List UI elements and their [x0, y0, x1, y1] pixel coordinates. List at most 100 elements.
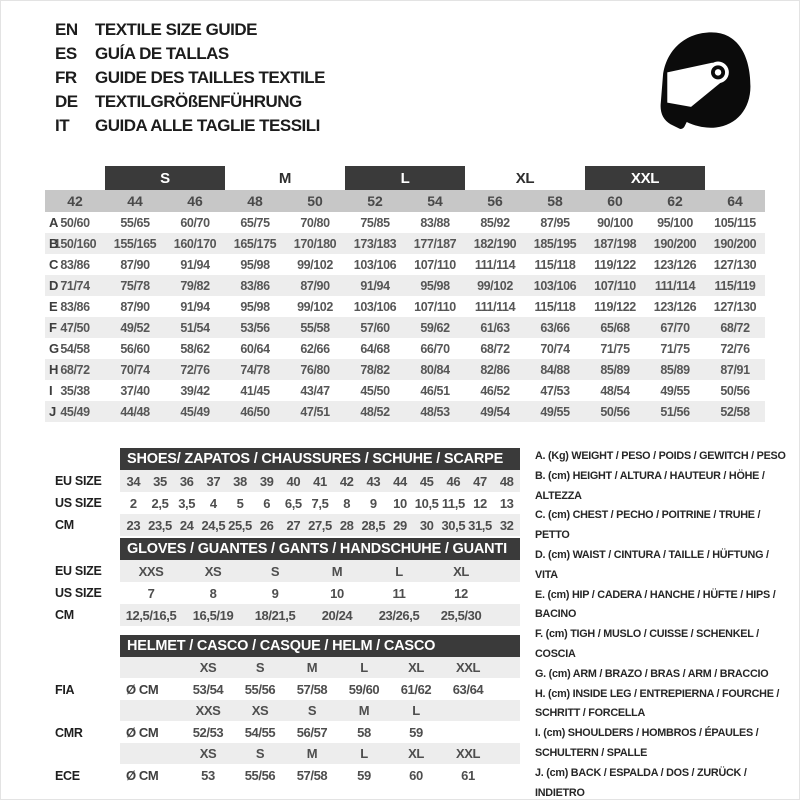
table-cell: 48: [499, 473, 514, 489]
row-label: EU SIZE: [55, 564, 102, 578]
size-band-l: L: [345, 166, 465, 190]
helmet-size-cell: S: [307, 703, 317, 718]
diameter-label: Ø CM: [126, 682, 159, 697]
language-row: FR GUIDE DES TAILLES TEXTILE: [55, 66, 325, 90]
helmet-value-cell: 53: [201, 768, 215, 783]
size-cell: 83/86: [60, 299, 90, 314]
helmet-size-cell: XXS: [195, 703, 221, 718]
table-cell: 28: [339, 517, 354, 533]
row-label: FIA: [55, 682, 75, 697]
size-cell: 35/38: [60, 383, 90, 398]
size-row-label: J: [49, 404, 57, 419]
size-cell: 83/86: [60, 257, 90, 272]
table-cell: XS: [204, 563, 222, 579]
table-cell: 34: [126, 473, 141, 489]
size-cell: 95/98: [240, 257, 270, 272]
size-cell: 68/72: [720, 320, 750, 335]
helmet-value-cell: 52/53: [192, 725, 224, 740]
size-cell: 103/106: [533, 278, 577, 293]
size-cell: 111/114: [474, 257, 516, 272]
table-cell: XL: [453, 563, 469, 579]
size-cell: 165/175: [233, 236, 277, 251]
size-column-header: 52: [367, 193, 383, 209]
language-code: ES: [55, 44, 77, 63]
size-cell: 119/122: [594, 257, 636, 272]
size-column-header: 48: [247, 193, 263, 209]
helmet-value-cell: 59: [357, 768, 371, 783]
size-cell: 190/200: [713, 236, 757, 251]
size-cell: 103/106: [353, 299, 397, 314]
size-row: F 47/50 49/52 51/54 53/56 55/58 57/60 59/62 61/6…: [45, 317, 765, 338]
table-corner: [55, 635, 120, 657]
table-corner: [55, 538, 120, 560]
size-column-header: 56: [487, 193, 503, 209]
legend-entry: F. (cm) TIGH / MUSLO / CUISSE / SCHENKEL…: [535, 628, 759, 660]
language-title: GUÍA DE TALLAS: [95, 44, 229, 63]
language-title: GUIDE DES TAILLES TEXTILE: [95, 68, 325, 87]
size-cell: 95/100: [657, 215, 693, 230]
legend-entry: G. (cm) ARM / BRAZO / BRAS / ARM / BRACC…: [535, 667, 769, 680]
size-cell: 65/75: [240, 215, 270, 230]
helmet-size-cell: XS: [199, 746, 217, 761]
legend-entry: D. (cm) WAIST / CINTURA / TAILLE / HÜFTU…: [535, 548, 769, 581]
size-cell: 177/187: [413, 236, 457, 251]
size-cell: 71/74: [60, 278, 90, 293]
racing-helmet-icon: [650, 22, 758, 140]
size-cell: 185/195: [533, 236, 577, 251]
size-cell: 170/180: [293, 236, 337, 251]
size-cell: 50/60: [60, 215, 90, 230]
table-cell: 31,5: [468, 517, 492, 533]
size-cell: 115/118: [534, 299, 576, 314]
helmet-value-cell: 57/58: [296, 768, 328, 783]
language-list: EN TEXTILE SIZE GUIDE ES GUÍA DE TALLAS FR GU…: [55, 18, 325, 138]
size-cell: 115/119: [714, 278, 756, 293]
size-cell: 115/118: [534, 257, 576, 272]
helmet-size-cell: L: [360, 660, 368, 675]
table-cell: 47: [473, 473, 487, 489]
size-cell: 105/115: [714, 215, 756, 230]
size-cell: 48/52: [360, 404, 390, 419]
language-code: FR: [55, 68, 77, 87]
size-column-header: 62: [667, 193, 683, 209]
size-cell: 150/160: [53, 236, 97, 251]
row-label: CMR: [55, 725, 83, 740]
size-column-header: 54: [427, 193, 443, 209]
row-label: US SIZE: [55, 586, 102, 600]
table-cell: 6: [263, 495, 271, 511]
size-cell: 85/89: [660, 362, 690, 377]
size-cell: 123/126: [653, 257, 697, 272]
table-row: 23 23,5 24 24,5 25,5 26 27 27,5 28 28,5 29 30 30,5 31…: [120, 514, 520, 536]
helmet-size-cell: XXL: [455, 746, 481, 761]
size-column-header-row: 42 44 46 48 50 52 54 56 58 60 62 64: [45, 190, 765, 212]
size-cell: 63/66: [540, 320, 570, 335]
legend-entry: B. (cm) HEIGHT / ALTURA / HAUTEUR / HÖHE…: [535, 469, 765, 502]
helmet-size-cell: M: [306, 746, 318, 761]
table-title: HELMET / CASCO / CASQUE / HELM / CASCO: [120, 635, 520, 657]
gloves-table: GLOVES / GUANTES / GANTS / HANDSCHUHE / …: [55, 538, 520, 626]
table-cell: 9: [369, 495, 377, 511]
table-cell: 30,5: [441, 517, 466, 533]
table-cell: 38: [233, 473, 247, 489]
table-cell: 5: [236, 495, 244, 511]
size-row-label: E: [49, 299, 58, 314]
size-band-xl: XL: [515, 169, 535, 187]
table-cell: 8: [343, 495, 351, 511]
helmet-size-cell: L: [360, 746, 368, 761]
language-title: TEXTILE SIZE GUIDE: [95, 20, 257, 39]
language-row: IT GUIDA ALLE TAGLIE TESSILI: [55, 114, 325, 138]
size-row: D 71/74 75/78 79/82 83/86 87/90 91/94 95/98 99/1…: [45, 275, 765, 296]
helmet-value-cell: 59/60: [348, 682, 380, 697]
size-cell: 45/49: [180, 404, 210, 419]
size-cell: 95/98: [420, 278, 450, 293]
size-cell: 57/60: [360, 320, 390, 335]
table-cell: 25,5: [228, 517, 252, 533]
table-cell: 41: [313, 473, 327, 489]
size-cell: 107/110: [414, 299, 456, 314]
legend-entry: J. (cm) BACK / ESPALDA / DOS / ZURÜCK / …: [535, 766, 747, 799]
size-row: A 50/60 55/65 60/70 65/75 70/80 75/85 83/88 85/9…: [45, 212, 765, 233]
size-cell: 127/130: [713, 299, 757, 314]
table-cell: 42: [339, 473, 354, 489]
size-column-header: 60: [607, 193, 623, 209]
size-row: G 54/58 56/60 58/62 60/64 62/66 64/68 66/70 68/7…: [45, 338, 765, 359]
size-cell: 75/85: [360, 215, 390, 230]
